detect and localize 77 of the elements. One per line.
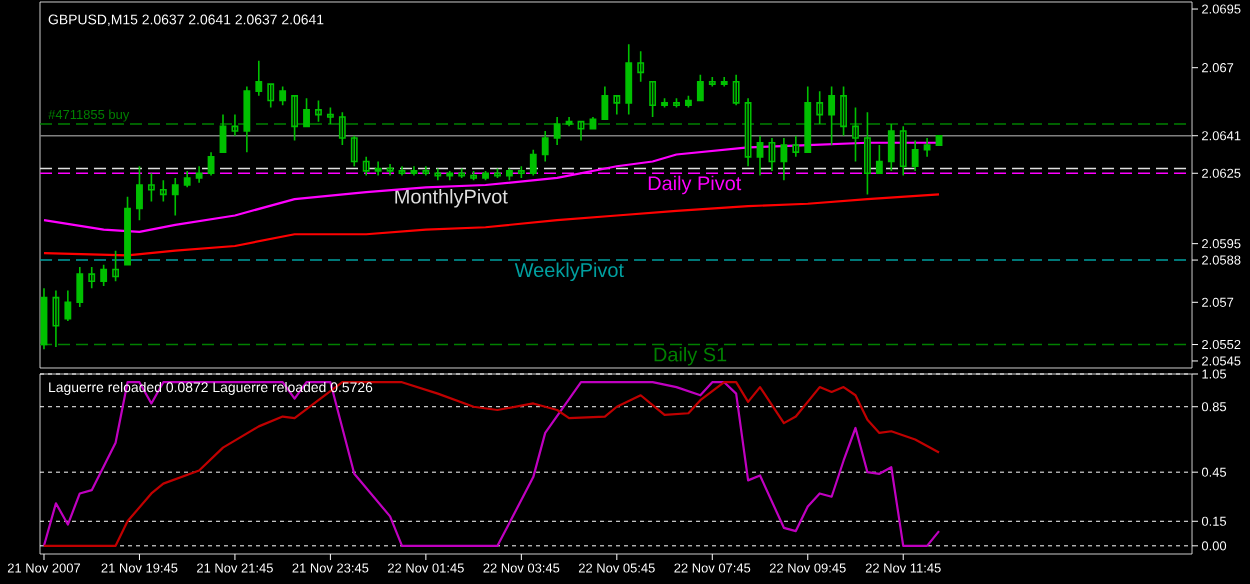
candlestick bbox=[374, 160, 382, 177]
candlestick bbox=[64, 289, 72, 322]
candlestick bbox=[744, 97, 752, 168]
candlestick bbox=[458, 167, 466, 179]
candlestick bbox=[195, 165, 203, 184]
candlestick bbox=[386, 163, 394, 177]
candlestick bbox=[159, 179, 167, 203]
candlestick bbox=[517, 165, 525, 179]
candlestick bbox=[482, 170, 489, 182]
ref-line-label: Daily S1 bbox=[654, 346, 727, 366]
candlestick bbox=[422, 165, 430, 177]
candlestick bbox=[601, 85, 609, 121]
candlestick bbox=[529, 149, 537, 177]
candlestick bbox=[899, 125, 907, 177]
candlestick bbox=[887, 123, 895, 172]
candlestick bbox=[923, 137, 931, 158]
candlestick bbox=[398, 165, 406, 177]
candlestick bbox=[362, 156, 370, 177]
line-series bbox=[42, 193, 941, 257]
candlestick bbox=[52, 289, 60, 348]
candlestick bbox=[840, 85, 847, 137]
candlestick bbox=[565, 116, 573, 128]
candlestick bbox=[124, 195, 131, 266]
candlestick bbox=[708, 76, 716, 88]
candlestick bbox=[136, 165, 143, 221]
candlestick bbox=[470, 170, 478, 182]
candlestick bbox=[76, 266, 84, 308]
candlestick bbox=[553, 116, 561, 146]
candlestick bbox=[911, 139, 919, 172]
candlestick bbox=[613, 95, 621, 116]
candlestick bbox=[88, 266, 96, 290]
candlestick bbox=[171, 177, 179, 217]
candlestick bbox=[792, 134, 800, 158]
candlestick bbox=[231, 113, 239, 137]
candlestick bbox=[756, 134, 764, 177]
candlestick bbox=[864, 111, 871, 196]
candlestick bbox=[291, 95, 299, 142]
candlestick bbox=[852, 106, 859, 163]
candlestick bbox=[112, 249, 120, 282]
candlestick bbox=[243, 85, 251, 153]
candlestick bbox=[100, 263, 108, 287]
candlestick bbox=[649, 80, 657, 118]
ref-line-label: MonthlyPivot bbox=[395, 188, 508, 208]
candlestick bbox=[255, 59, 263, 97]
candlestick bbox=[183, 170, 191, 189]
line-series bbox=[42, 381, 941, 547]
candlestick bbox=[673, 97, 680, 109]
candlestick bbox=[338, 111, 346, 146]
candlestick bbox=[350, 134, 358, 168]
ref-line-label: WeeklyPivot bbox=[514, 262, 624, 282]
candlestick bbox=[720, 76, 728, 88]
candlestick bbox=[816, 90, 824, 125]
candlestick bbox=[410, 165, 418, 177]
candlestick bbox=[434, 167, 442, 182]
candlestick bbox=[446, 170, 454, 182]
candlestick bbox=[684, 95, 692, 109]
candlestick bbox=[696, 73, 704, 102]
candlestick bbox=[828, 85, 836, 146]
candlestick bbox=[804, 85, 812, 153]
candlestick bbox=[315, 99, 322, 123]
candlestick bbox=[505, 167, 513, 182]
candlestick bbox=[577, 120, 585, 142]
candlestick bbox=[625, 43, 633, 116]
candlestick bbox=[279, 85, 287, 107]
candlestick bbox=[303, 97, 310, 128]
candlestick bbox=[637, 50, 645, 83]
candlestick bbox=[732, 73, 740, 107]
candlestick bbox=[326, 106, 334, 125]
candlestick bbox=[661, 97, 668, 109]
candlestick bbox=[267, 83, 275, 109]
candlestick bbox=[541, 130, 549, 163]
candlestick bbox=[875, 144, 883, 175]
candlestick bbox=[780, 137, 788, 182]
candlestick bbox=[147, 172, 155, 203]
ref-line-label: Daily Pivot bbox=[648, 175, 742, 195]
candlestick bbox=[494, 167, 501, 179]
candlestick bbox=[768, 137, 776, 172]
